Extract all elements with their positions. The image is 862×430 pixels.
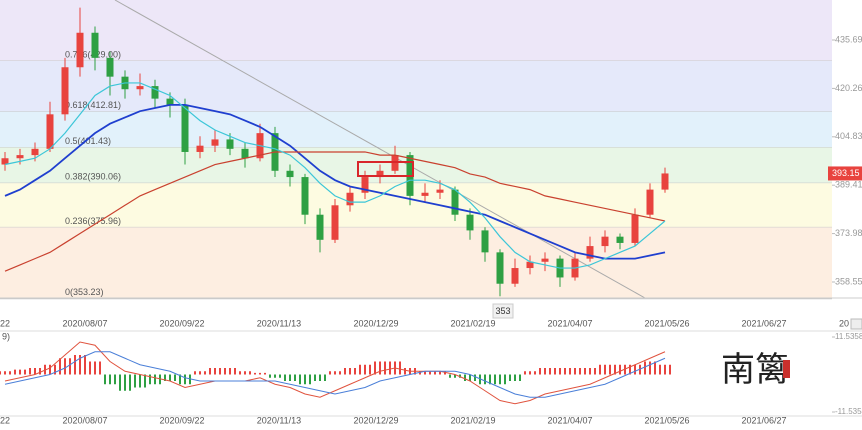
macd-line (4, 351, 666, 398)
y-tick-label: 435.69 (835, 34, 862, 44)
candle-body (181, 104, 189, 152)
macd-line (4, 341, 666, 405)
x-tick-label: 22 (0, 318, 10, 328)
settings-icon[interactable] (850, 318, 862, 330)
price-tag-label: 393.15 (832, 168, 860, 178)
candle-body (646, 189, 654, 215)
x-tick-label: 2020/09/22 (159, 415, 204, 425)
y-tick-label: 373.98 (835, 228, 862, 238)
x-tick-label: 2020/09/22 (159, 318, 204, 328)
candle-body (151, 86, 159, 99)
x-tick-label: 2021/04/07 (547, 415, 592, 425)
candle-body (541, 258, 549, 262)
x-tick-label: 22 (0, 415, 10, 425)
x-tick-label: 2021/06/27 (741, 415, 786, 425)
candle-body (61, 67, 69, 115)
x-tick-label: 2020/08/07 (62, 415, 107, 425)
candle-body (601, 236, 609, 247)
y-tick-label: 389.41 (835, 180, 862, 190)
candle-body (376, 170, 384, 178)
candle-body (106, 57, 114, 77)
candle-body (616, 236, 624, 243)
x-tick-label: 2020/11/13 (257, 318, 301, 328)
candle-body (331, 205, 339, 240)
candle-body (166, 98, 174, 105)
candle-body (196, 145, 204, 152)
candle-body (631, 214, 639, 243)
candle-body (526, 261, 534, 269)
x-tick-label: 2021/05/26 (644, 415, 689, 425)
candle-body (466, 214, 474, 231)
candle-body (316, 214, 324, 240)
y-tick-label: 420.26 (835, 83, 862, 93)
x-tick-label: 2020/08/07 (62, 318, 107, 328)
x-tick-label: 20 (839, 318, 849, 328)
x-tick-label: 2021/02/19 (450, 318, 495, 328)
highlight-box (357, 161, 414, 177)
fib-band (0, 0, 832, 61)
candle-body (1, 158, 9, 165)
ma-line (4, 82, 666, 269)
logo: 南篱 (721, 350, 789, 390)
fib-band (0, 147, 832, 184)
fib-label: 0.618(412.81) (65, 100, 121, 110)
macd-tick-label: -11.53580 (835, 407, 862, 416)
fib-band (0, 183, 832, 228)
price-tag (828, 166, 862, 181)
candle-body (31, 148, 39, 156)
candle-body (46, 114, 54, 149)
candle-body (241, 148, 249, 159)
x-tick-label: 2021/02/19 (450, 415, 495, 425)
candle-body (361, 177, 369, 193)
candle-body (481, 230, 489, 253)
candle-body (91, 32, 99, 58)
fib-label: 0.5(401.43) (65, 136, 111, 146)
x-tick-label: 2021/06/27 (741, 318, 786, 328)
fib-label: 0.236(375.96) (65, 216, 121, 226)
candle-body (76, 32, 84, 68)
candle-body (421, 192, 429, 196)
candle-body (586, 246, 594, 259)
candle-body (496, 252, 504, 284)
candle-body (511, 268, 519, 284)
x-tick-label: 2020/12/29 (353, 415, 398, 425)
candle-body (211, 139, 219, 146)
candle-body (16, 155, 24, 159)
x-tick-label: 2020/11/13 (257, 415, 301, 425)
candle-body (136, 86, 144, 90)
fib-band (0, 227, 832, 299)
macd-label: 9) (2, 331, 10, 341)
x-tick-label: 2021/05/26 (644, 318, 689, 328)
candle-body (226, 139, 234, 149)
low-marker: 353 (495, 306, 510, 316)
candle-body (451, 189, 459, 215)
low-marker-box (492, 303, 514, 319)
fib-band (0, 111, 832, 148)
ma-line (4, 151, 666, 272)
macd-tick-label: 11.53580 (835, 332, 862, 341)
candle-body (286, 170, 294, 178)
x-tick-label: 2020/12/29 (353, 318, 398, 328)
candle-body (436, 189, 444, 193)
candle-body (346, 192, 354, 206)
fib-label: 0(353.23) (65, 287, 104, 297)
y-tick-label: 404.83 (835, 131, 862, 141)
logo-seal (783, 360, 790, 378)
x-tick-label: 2021/04/07 (547, 318, 592, 328)
fib-label: 0.382(390.06) (65, 172, 121, 182)
ma-line (4, 104, 666, 260)
candle-body (661, 173, 669, 190)
candle-body (301, 177, 309, 215)
y-tick-label: 358.55 (835, 276, 862, 286)
trend-line (114, 0, 646, 299)
